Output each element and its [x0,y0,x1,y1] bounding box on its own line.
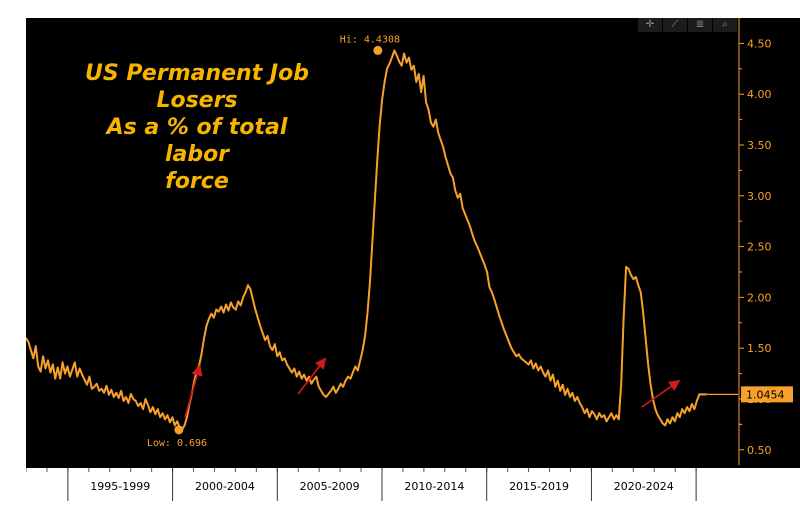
title-line-1: US Permanent Job [85,61,309,86]
last-value-box [741,386,793,403]
x-tick-label: 1995-1999 [90,480,150,493]
last-value-label: 1.0454 [746,388,785,401]
trend-arrow [184,364,203,418]
y-tick-label: 2.50 [747,241,772,254]
trend-arrow [641,380,681,408]
title-line-2: Losers [156,88,238,113]
annotation-layer: Low: 0.696 Hi: 4.4308 [147,34,738,449]
y-tick-label: 2.00 [747,291,772,304]
trend-arrow [297,357,327,395]
x-tick-label: 2010-2014 [404,480,464,493]
low-annotation-label: Low: 0.696 [147,438,207,449]
title-line-3: As a % of total labor [106,115,288,167]
y-tick-label: 4.00 [747,88,772,101]
menu-icon[interactable]: ≣ [688,18,712,32]
high-marker [373,45,383,55]
crosshair-icon[interactable]: ✛ [638,18,662,32]
y-tick-label: 0.50 [747,444,772,457]
y-tick-label: 1.50 [747,342,772,355]
draw-icon[interactable]: ⟋ [663,18,687,32]
x-tick-label: 2015-2019 [509,480,569,493]
low-marker [174,425,184,435]
chart-title: US Permanent Job Losers As a % of total … [72,60,322,195]
chart-toolbar: ✛ ⟋ ≣ ⌕ [638,18,764,32]
x-axis: 1995-1999 2000-2004 2005-2009 2010-2014 2015… [26,468,697,501]
x-axis-band [26,468,800,501]
y-tick-label: 4.50 [747,37,772,50]
x-tick-label: 2005-2009 [300,480,360,493]
x-axis-background [26,468,800,501]
x-tick-label: 2000-2004 [195,480,255,493]
y-tick-label: 3.00 [747,190,772,203]
series-line [26,49,707,431]
zoom-icon[interactable]: ⌕ [713,18,737,32]
x-tick-label: 2020-2024 [614,480,674,493]
high-annotation-label: Hi: 4.4308 [340,34,400,45]
title-line-4: force [165,169,229,194]
y-axis: 0.501.001.502.002.503.003.504.004.501.04… [738,18,793,465]
y-tick-label: 3.50 [747,139,772,152]
